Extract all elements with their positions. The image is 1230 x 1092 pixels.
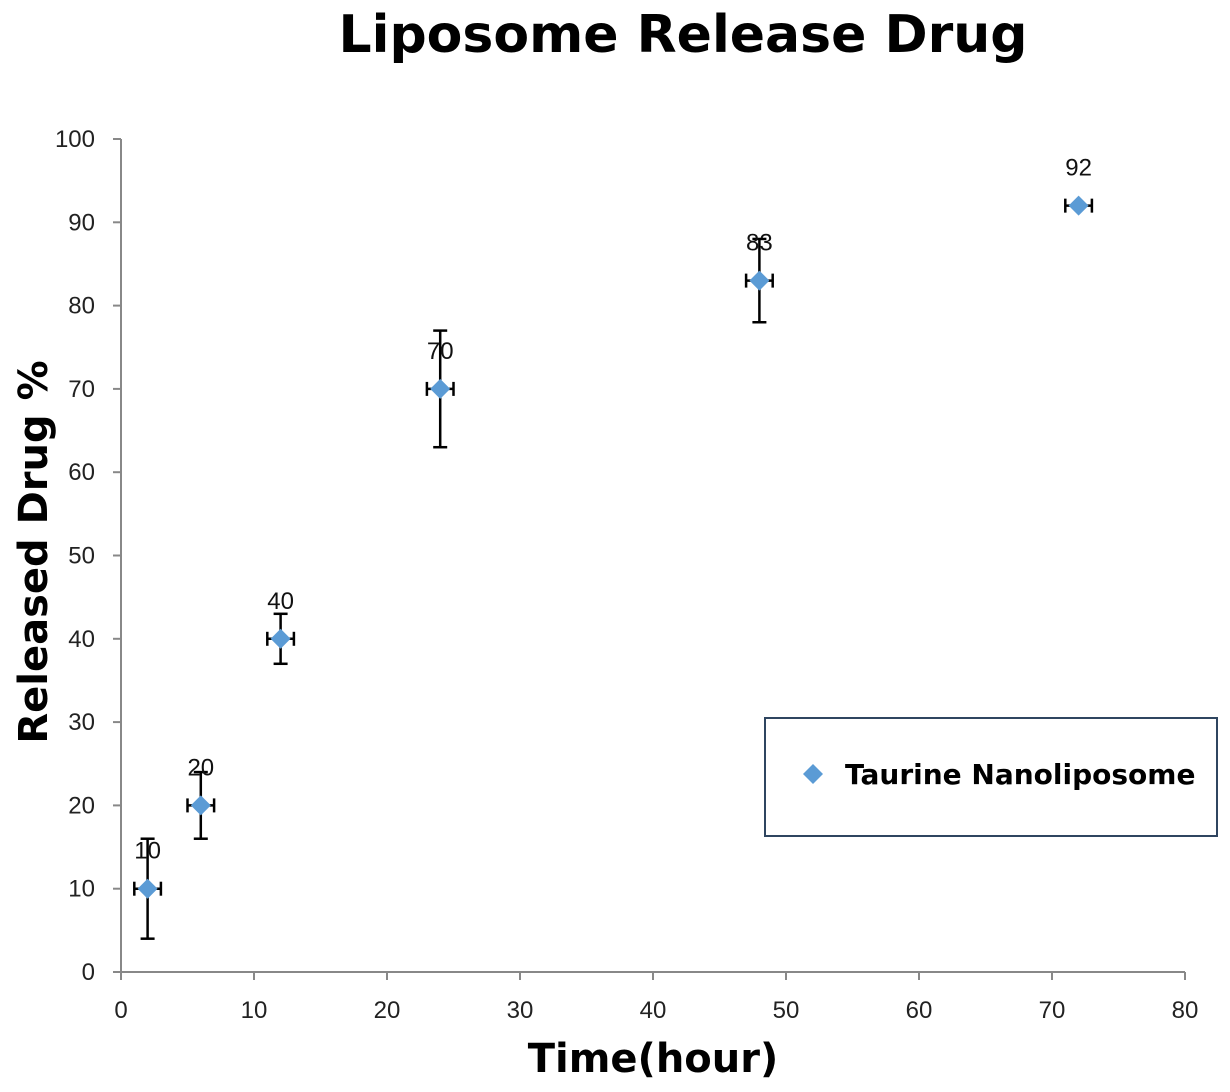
data-label: 70 xyxy=(427,338,454,365)
data-label: 10 xyxy=(134,838,161,865)
x-tick-label: 70 xyxy=(1039,997,1066,1024)
x-tick-label: 30 xyxy=(507,997,534,1024)
x-tick-label: 10 xyxy=(241,997,268,1024)
data-label: 20 xyxy=(187,754,214,781)
y-tick-label: 70 xyxy=(68,376,95,403)
x-tick-label: 20 xyxy=(374,997,401,1024)
y-axis-ticks: 0 10 20 30 40 50 60 70 80 90 100 xyxy=(55,126,121,986)
data-point-diamond xyxy=(430,378,451,399)
y-tick-label: 20 xyxy=(68,792,95,819)
y-tick-label: 10 xyxy=(68,876,95,903)
y-tick-label: 90 xyxy=(68,209,95,236)
legend-marker-diamond xyxy=(803,764,823,784)
y-tick-label: 60 xyxy=(68,459,95,486)
data-point-diamond xyxy=(749,270,770,291)
data-point-diamond xyxy=(1068,195,1089,216)
x-tick-label: 40 xyxy=(640,997,667,1024)
y-tick-label: 80 xyxy=(68,293,95,320)
x-tick-label: 80 xyxy=(1172,997,1199,1024)
data-label: 92 xyxy=(1065,155,1092,182)
x-axis-label: Time(hour) xyxy=(528,1036,779,1082)
y-tick-label: 100 xyxy=(55,126,95,153)
data-point-diamond xyxy=(137,878,158,899)
x-axis-ticks: 0 10 20 30 40 50 60 70 80 xyxy=(114,972,1198,1024)
data-point-diamond xyxy=(270,628,291,649)
y-tick-label: 40 xyxy=(68,626,95,653)
y-tick-label: 30 xyxy=(68,709,95,736)
data-point-diamond xyxy=(190,795,211,816)
data-label: 40 xyxy=(267,588,294,615)
y-axis-label: Released Drug % xyxy=(11,360,57,743)
data-points: 10 20 40 70 83 92 xyxy=(133,155,1094,940)
legend-box xyxy=(764,717,1218,837)
y-tick-label: 0 xyxy=(82,959,95,986)
legend: Taurine Nanoliposome xyxy=(764,717,1218,837)
chart-title: Liposome Release Drug xyxy=(339,5,1028,65)
data-label: 83 xyxy=(746,230,773,257)
y-tick-label: 50 xyxy=(68,543,95,570)
legend-label: Taurine Nanoliposome xyxy=(845,758,1195,791)
x-tick-label: 0 xyxy=(114,997,127,1024)
x-tick-label: 60 xyxy=(906,997,933,1024)
x-tick-label: 50 xyxy=(773,997,800,1024)
